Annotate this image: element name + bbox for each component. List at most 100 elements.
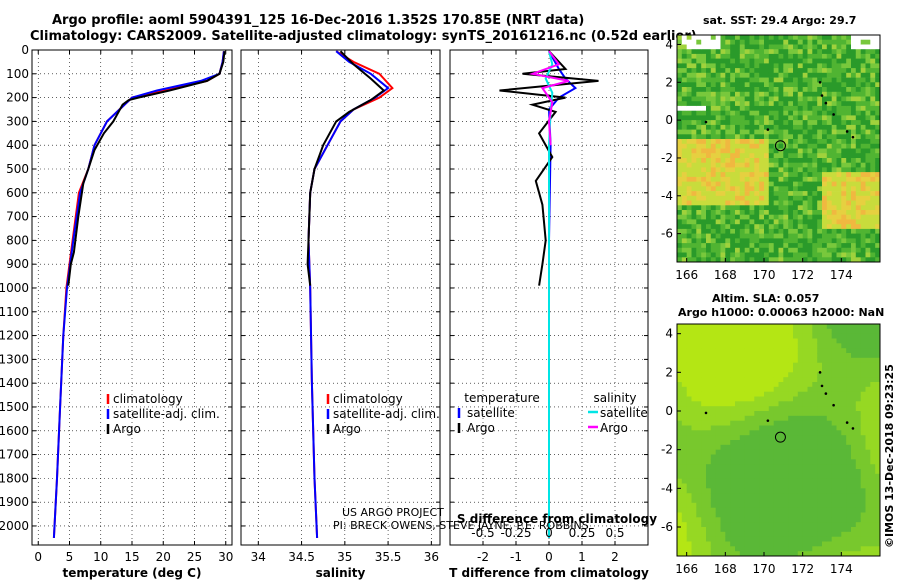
map-cell bbox=[860, 181, 866, 187]
map-cell bbox=[677, 382, 683, 388]
map-cell bbox=[744, 478, 750, 484]
map-cell bbox=[875, 483, 881, 489]
map-cell bbox=[768, 527, 774, 533]
map-cell bbox=[793, 328, 799, 334]
map-cell bbox=[720, 243, 726, 249]
map-cell bbox=[797, 551, 803, 557]
map-cell bbox=[681, 430, 687, 436]
map-cell bbox=[778, 115, 784, 121]
map-cell bbox=[744, 449, 750, 455]
map-cell bbox=[715, 483, 721, 489]
map-cell bbox=[793, 105, 799, 111]
map-cell bbox=[846, 158, 852, 164]
map-cell bbox=[807, 406, 813, 412]
map-cell bbox=[773, 35, 779, 41]
map-cell bbox=[831, 77, 837, 83]
map-cell bbox=[739, 469, 745, 475]
map-cell bbox=[807, 120, 813, 126]
map-cell bbox=[735, 469, 741, 475]
map-cell bbox=[768, 401, 774, 407]
map-cell bbox=[715, 49, 721, 55]
map-cell bbox=[754, 362, 760, 368]
map-cell bbox=[681, 233, 687, 239]
map-cell bbox=[851, 105, 857, 111]
map-cell bbox=[875, 324, 881, 330]
map-cell bbox=[836, 82, 842, 88]
map-cell bbox=[696, 551, 702, 557]
map-cell bbox=[807, 396, 813, 402]
map-cell bbox=[783, 214, 789, 220]
map-cell bbox=[851, 367, 857, 373]
map-cell bbox=[812, 425, 818, 431]
map-cell bbox=[846, 58, 852, 64]
map-cell bbox=[865, 430, 871, 436]
map-cell bbox=[846, 115, 852, 121]
map-cell bbox=[696, 224, 702, 230]
map-cell bbox=[793, 49, 799, 55]
map-cell bbox=[696, 72, 702, 78]
map-cell bbox=[677, 357, 683, 363]
map-cell bbox=[822, 517, 828, 523]
map-cell bbox=[875, 367, 881, 373]
map-cell bbox=[802, 454, 808, 460]
map-cell bbox=[807, 449, 813, 455]
map-cell bbox=[749, 444, 755, 450]
map-cell bbox=[754, 110, 760, 116]
map-cell bbox=[870, 153, 876, 159]
map-cell bbox=[831, 105, 837, 111]
map-cell bbox=[701, 430, 707, 436]
map-cell bbox=[686, 348, 692, 354]
map-cell bbox=[764, 386, 770, 392]
map-cell bbox=[812, 372, 818, 378]
map-cell bbox=[802, 353, 808, 359]
map-cell bbox=[836, 546, 842, 552]
map-cell bbox=[759, 498, 765, 504]
map-cell bbox=[739, 353, 745, 359]
map-cell bbox=[706, 338, 712, 344]
map-cell bbox=[715, 411, 721, 417]
map-cell bbox=[822, 328, 828, 334]
map-cell bbox=[793, 517, 799, 523]
map-cell bbox=[720, 238, 726, 244]
map-cell bbox=[759, 444, 765, 450]
map-cell bbox=[768, 68, 774, 74]
map-cell bbox=[677, 35, 683, 41]
map-cell bbox=[855, 148, 861, 154]
map-cell bbox=[875, 224, 881, 230]
map-cell bbox=[754, 531, 760, 537]
map-cell bbox=[807, 551, 813, 557]
map-cell bbox=[788, 493, 794, 499]
x-axis-label: T difference from climatology bbox=[449, 566, 649, 580]
map-cell bbox=[764, 411, 770, 417]
map-cell bbox=[764, 120, 770, 126]
map-cell bbox=[773, 224, 779, 230]
map-cell bbox=[802, 238, 808, 244]
map-cell bbox=[720, 39, 726, 45]
map-cell bbox=[855, 124, 861, 130]
map-cell bbox=[875, 536, 881, 542]
map-cell bbox=[754, 39, 760, 45]
map-cell bbox=[831, 58, 837, 64]
map-cell bbox=[735, 430, 741, 436]
map-cell bbox=[768, 372, 774, 378]
map-cell bbox=[749, 546, 755, 552]
map-cell bbox=[870, 415, 876, 421]
map-cell bbox=[735, 58, 741, 64]
map-cell bbox=[720, 205, 726, 211]
map-cell bbox=[841, 53, 847, 59]
map-cell bbox=[749, 440, 755, 446]
map-cell bbox=[691, 153, 697, 159]
map-cell bbox=[754, 44, 760, 50]
map-cell bbox=[710, 63, 716, 69]
map-cell bbox=[768, 214, 774, 220]
map-cell bbox=[875, 63, 881, 69]
map-cell bbox=[735, 49, 741, 55]
map-cell bbox=[730, 391, 736, 397]
map-cell bbox=[797, 348, 803, 354]
map-cell bbox=[831, 228, 837, 234]
map-cell bbox=[677, 210, 683, 216]
map-cell bbox=[715, 473, 721, 479]
map-cell bbox=[836, 469, 842, 475]
map-cell bbox=[715, 338, 721, 344]
map-cell bbox=[822, 459, 828, 465]
